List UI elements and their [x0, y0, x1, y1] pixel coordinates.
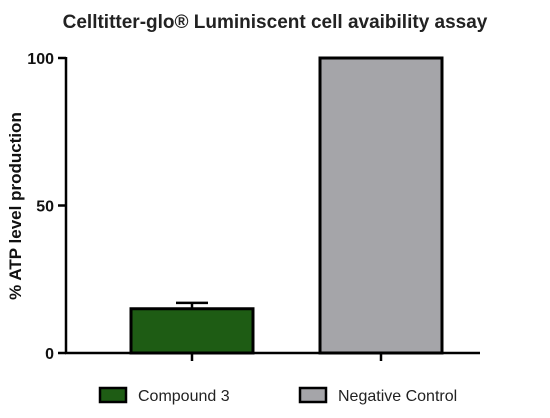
chart-title: Celltitter-glo® Luminiscent cell avaibil… — [63, 12, 488, 33]
y-tick-label-50: 50 — [36, 199, 54, 216]
y-tick-label-100: 100 — [27, 51, 54, 68]
bar-1 — [318, 56, 444, 355]
y-axis-label: % ATP level production — [6, 112, 25, 300]
legend-label-1: Negative Control — [338, 388, 457, 405]
bar-0 — [129, 307, 255, 355]
legend-label-0: Compound 3 — [138, 388, 230, 405]
legend-swatch-1 — [298, 386, 328, 404]
legend-swatch-0 — [98, 386, 128, 404]
y-tick-label-0: 0 — [45, 346, 54, 363]
legend: Compound 3 Negative Control — [98, 386, 457, 405]
plot-area: 0 50 100 — [27, 51, 480, 363]
